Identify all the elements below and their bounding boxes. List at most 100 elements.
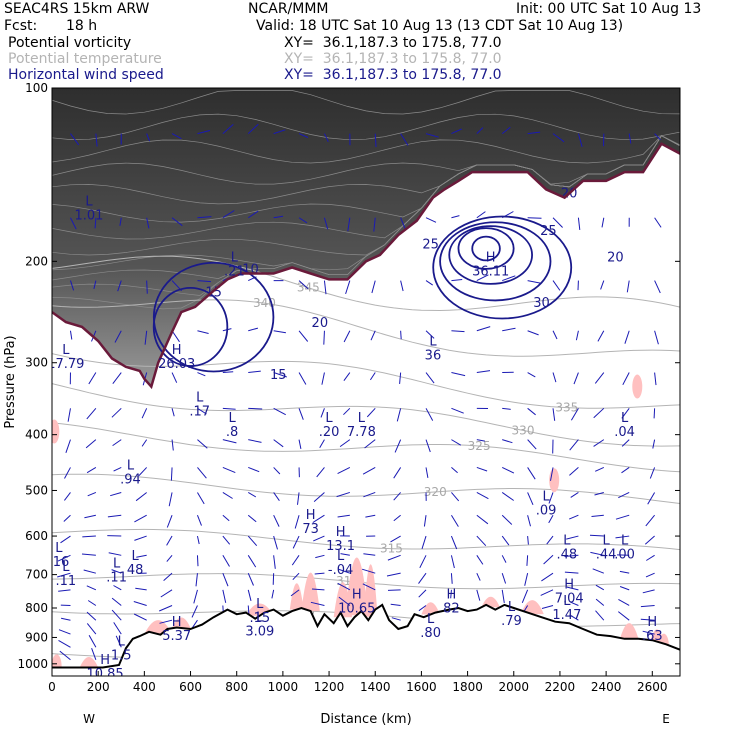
wind-vector <box>273 492 280 501</box>
wind-vector <box>273 535 278 550</box>
wind-vector <box>196 515 202 526</box>
wind-vector <box>476 572 481 581</box>
west-endpoint-label: W <box>83 712 95 726</box>
wind-speed-contour <box>439 221 552 302</box>
wind-vector <box>502 275 516 282</box>
wind-vector <box>644 535 655 545</box>
wind-vector <box>248 439 262 443</box>
wind-vector <box>593 407 605 419</box>
wind-vector <box>653 408 656 419</box>
wind-vector <box>222 555 230 567</box>
wind-vector <box>476 514 489 525</box>
pv-extremum-type: L <box>228 411 236 426</box>
y-tick-label: 300 <box>25 356 48 370</box>
wind-vector <box>273 330 286 334</box>
low-pv-region <box>172 617 191 629</box>
wind-vector <box>501 492 514 501</box>
wind-vector <box>451 128 462 135</box>
wind-vector <box>292 535 300 549</box>
wind-vector <box>502 439 513 444</box>
wind-vector <box>654 217 662 228</box>
wind-vector <box>197 372 206 377</box>
wind-vector <box>315 554 325 559</box>
wind-speed-label: 25 <box>540 224 557 239</box>
wind-vector <box>133 613 147 621</box>
wind-vector <box>450 535 458 550</box>
wind-vector <box>69 330 73 340</box>
wind-vector <box>222 589 227 603</box>
theta-contour <box>52 299 680 357</box>
wind-vector <box>166 535 173 546</box>
wind-vector <box>552 217 563 228</box>
wind-vector <box>550 467 554 481</box>
pv-extremum-value: 48 <box>127 563 144 578</box>
wind-vector <box>316 467 325 478</box>
wind-vector <box>87 491 97 497</box>
pv-extremum-value: .94 <box>120 473 141 488</box>
wind-vector <box>423 515 427 527</box>
wind-vector <box>292 572 300 581</box>
wind-vector <box>425 280 433 286</box>
wind-speed-label: 30 <box>533 296 550 311</box>
wind-vector <box>134 514 147 523</box>
wind-vector <box>112 372 122 385</box>
wind-vector <box>88 372 97 385</box>
wind-vector <box>652 439 656 449</box>
wind-vector <box>247 572 254 586</box>
theta-label: 330 <box>512 423 535 437</box>
wind-vector <box>159 605 173 612</box>
wind-vector <box>527 439 537 450</box>
wind-vector <box>425 133 439 138</box>
wind-vector <box>450 555 455 569</box>
wind-vector <box>138 467 148 476</box>
wind-vector <box>133 601 147 606</box>
pv-extremum-type: L <box>602 533 610 548</box>
pv-extremum-value: .00 <box>614 547 635 562</box>
wind-vector <box>311 588 325 591</box>
pv-extremum-value: 17.79 <box>47 357 84 372</box>
wind-vector <box>618 492 630 499</box>
pv-extremum-type: L <box>325 411 333 426</box>
wind-vector <box>566 586 579 591</box>
wind-vector <box>451 279 463 282</box>
wind-vector <box>166 515 173 528</box>
theta-contour <box>52 255 680 312</box>
wind-vector <box>624 330 630 344</box>
wind-vector <box>425 467 429 478</box>
pv-extremum-value: .15 <box>249 611 270 626</box>
pv-extremum-type: L <box>427 612 435 627</box>
terrain-fill <box>52 604 680 676</box>
wind-vector <box>450 589 452 599</box>
wind-vector <box>390 603 401 606</box>
wind-vector <box>451 467 458 474</box>
low-pv-region <box>289 583 304 610</box>
wind-vector <box>393 492 402 501</box>
wind-speed-label: 25 <box>422 238 439 253</box>
y-tick-label: 400 <box>25 428 48 442</box>
wind-vector <box>387 589 401 591</box>
wind-vector <box>222 124 234 134</box>
wind-vector <box>61 617 71 621</box>
wind-vector <box>364 439 376 449</box>
wind-vector <box>387 554 401 561</box>
wind-vector <box>93 280 97 290</box>
wind-speed-contour <box>152 286 229 367</box>
wind-vector <box>273 514 280 527</box>
pv-extremum-value: 7.04 <box>555 592 584 607</box>
wind-vector <box>197 467 207 479</box>
pv-extremum-value: 36.11 <box>472 264 509 279</box>
wind-vector <box>570 601 579 606</box>
wind-vector <box>366 407 376 418</box>
wind-vector <box>362 466 376 475</box>
pv-extremum-type: L <box>196 390 204 405</box>
wind-vector <box>546 535 554 545</box>
wind-vector <box>575 330 579 341</box>
pv-extremum-value: .8 <box>226 425 238 440</box>
wind-speed-label: 15 <box>270 368 287 383</box>
wind-speed-label: 20 <box>607 250 624 265</box>
wind-vector <box>297 492 300 505</box>
wind-vector <box>310 601 325 606</box>
wind-vector <box>146 280 148 294</box>
wind-vector <box>168 492 173 507</box>
y-tick-label: 500 <box>25 483 48 497</box>
